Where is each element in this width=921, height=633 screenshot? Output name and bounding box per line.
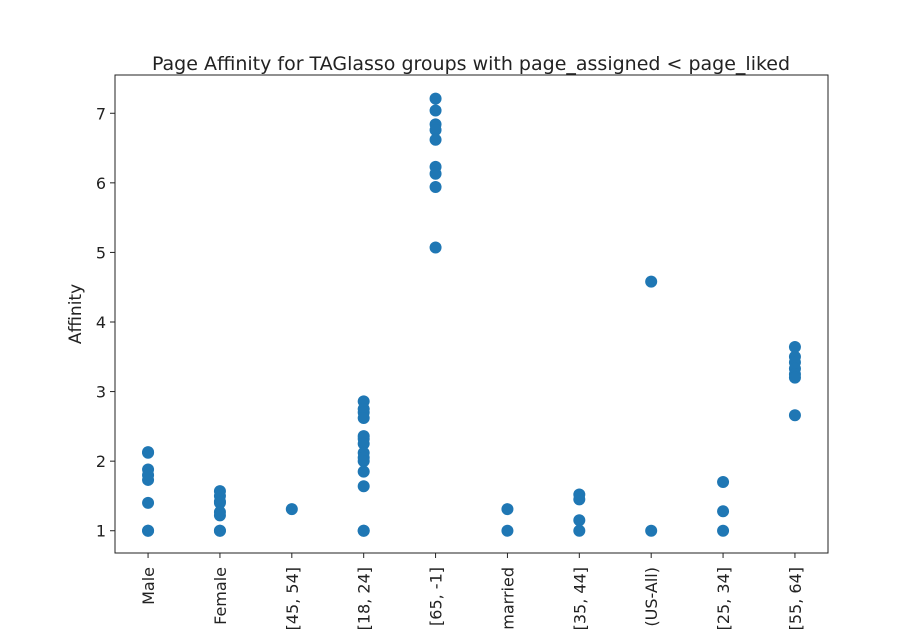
point bbox=[717, 476, 730, 489]
x-tick-label: married bbox=[498, 567, 517, 630]
x-tick-label: [18, 24] bbox=[355, 567, 374, 630]
y-tick-label: 3 bbox=[96, 383, 106, 402]
y-tick-label: 2 bbox=[96, 452, 106, 471]
point bbox=[429, 92, 442, 105]
point bbox=[788, 341, 801, 354]
point bbox=[429, 167, 442, 180]
y-tick-label: 6 bbox=[96, 174, 106, 193]
point bbox=[645, 275, 658, 288]
x-tick-label: Male bbox=[139, 567, 158, 605]
point bbox=[357, 480, 370, 493]
y-tick-label: 1 bbox=[96, 522, 106, 541]
point bbox=[429, 181, 442, 194]
y-tick-label: 5 bbox=[96, 243, 106, 262]
x-tick-label: [45, 54] bbox=[283, 567, 302, 630]
x-tick-label: (US-All) bbox=[642, 567, 661, 627]
point bbox=[357, 437, 370, 450]
x-tick-label: [25, 34] bbox=[714, 567, 733, 630]
x-tick-label: [55, 64] bbox=[786, 567, 805, 630]
point bbox=[142, 496, 155, 509]
point bbox=[645, 524, 658, 537]
point bbox=[429, 123, 442, 136]
point bbox=[501, 503, 514, 516]
point bbox=[357, 412, 370, 425]
y-axis-label: Affinity bbox=[66, 284, 86, 344]
point bbox=[357, 465, 370, 478]
x-tick-label: Female bbox=[211, 567, 230, 625]
point bbox=[142, 473, 155, 486]
point bbox=[429, 104, 442, 117]
chart-title: Page Affinity for TAGlasso groups with p… bbox=[152, 53, 790, 75]
point bbox=[573, 493, 586, 506]
x-tick-label: [35, 44] bbox=[570, 567, 589, 630]
point bbox=[285, 503, 298, 516]
point bbox=[357, 455, 370, 468]
point bbox=[357, 524, 370, 537]
point bbox=[213, 509, 226, 522]
point bbox=[788, 409, 801, 422]
y-tick-label: 7 bbox=[96, 104, 106, 123]
point bbox=[717, 524, 730, 537]
x-tick-label: [65, -1] bbox=[427, 567, 446, 626]
point bbox=[573, 514, 586, 527]
plot-frame bbox=[114, 74, 829, 554]
y-tick-label: 4 bbox=[96, 313, 106, 332]
point bbox=[213, 524, 226, 537]
point bbox=[213, 496, 226, 509]
point bbox=[429, 241, 442, 254]
point bbox=[717, 505, 730, 518]
point bbox=[501, 524, 514, 537]
point bbox=[788, 371, 801, 384]
point bbox=[429, 133, 442, 146]
point bbox=[573, 524, 586, 537]
point bbox=[142, 446, 155, 459]
point bbox=[142, 524, 155, 537]
